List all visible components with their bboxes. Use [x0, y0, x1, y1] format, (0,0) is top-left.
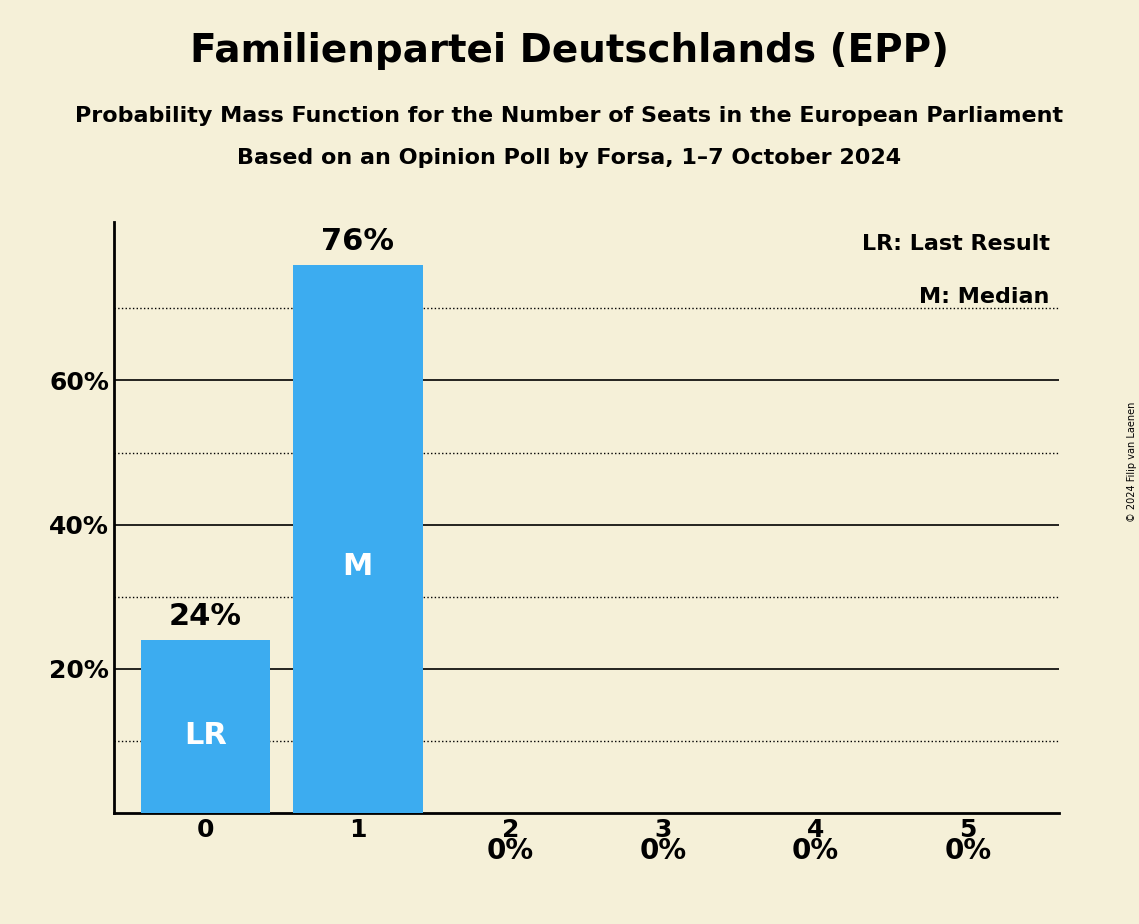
- Text: 0%: 0%: [944, 837, 991, 865]
- Text: M: Median: M: Median: [919, 286, 1050, 307]
- Text: LR: LR: [185, 721, 227, 749]
- Text: Based on an Opinion Poll by Forsa, 1–7 October 2024: Based on an Opinion Poll by Forsa, 1–7 O…: [237, 148, 902, 168]
- Text: M: M: [343, 552, 374, 581]
- Text: 0%: 0%: [792, 837, 838, 865]
- Text: Probability Mass Function for the Number of Seats in the European Parliament: Probability Mass Function for the Number…: [75, 106, 1064, 127]
- Text: 24%: 24%: [169, 602, 241, 631]
- Text: 0%: 0%: [486, 837, 534, 865]
- Text: 76%: 76%: [321, 227, 394, 256]
- Bar: [293, 265, 423, 813]
- Text: © 2024 Filip van Laenen: © 2024 Filip van Laenen: [1126, 402, 1137, 522]
- Bar: [140, 640, 270, 813]
- Text: 0%: 0%: [639, 837, 687, 865]
- Text: LR: Last Result: LR: Last Result: [862, 234, 1050, 253]
- Text: Familienpartei Deutschlands (EPP): Familienpartei Deutschlands (EPP): [190, 32, 949, 70]
